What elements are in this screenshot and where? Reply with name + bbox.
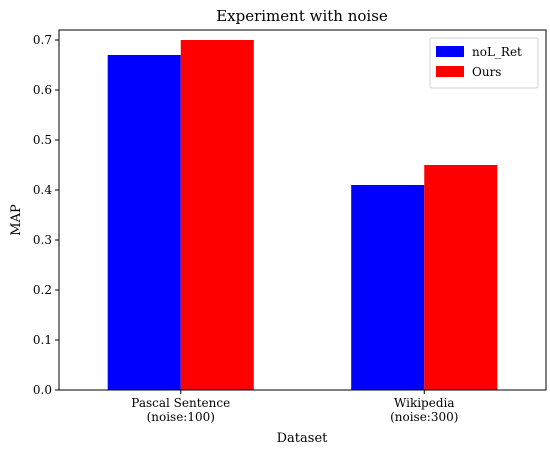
bars: [107, 40, 498, 390]
x-axis-label: Dataset: [277, 431, 329, 446]
y-tick-label: 0.4: [33, 183, 52, 197]
chart-title: Experiment with noise: [216, 7, 388, 25]
bar-ours-0: [180, 40, 254, 390]
y-ticks: 0.0 0.1 0.2 0.3 0.4 0.5 0.6 0.7: [33, 33, 59, 397]
y-tick-label: 0.1: [33, 333, 52, 347]
legend-swatch: [436, 66, 464, 77]
y-tick-label: 0.2: [33, 283, 52, 297]
legend-label: noL_Ret: [472, 45, 522, 59]
x-tick-label: (noise:300): [390, 410, 458, 424]
bar-nol-ret-0: [107, 55, 181, 390]
y-tick-label: 0.3: [33, 233, 52, 247]
legend: noL_Ret Ours: [429, 37, 539, 89]
y-tick-label: 0.0: [33, 383, 52, 397]
y-tick-label: 0.5: [33, 133, 52, 147]
x-tick-label: (noise:100): [147, 410, 215, 424]
x-ticks: Pascal Sentence(noise:100) Wikipedia(nois…: [131, 390, 458, 424]
plot-frame: [58, 29, 547, 391]
bar-ours-1: [424, 165, 498, 390]
legend-label: Ours: [472, 65, 501, 79]
x-tick-label: Wikipedia: [394, 396, 455, 410]
y-tick-label: 0.7: [33, 33, 52, 47]
y-tick-label: 0.6: [33, 83, 52, 97]
x-tick-label: Pascal Sentence: [131, 396, 230, 410]
legend-swatch: [436, 46, 464, 57]
y-axis-label: MAP: [9, 204, 24, 236]
bar-nol-ret-1: [351, 185, 425, 390]
